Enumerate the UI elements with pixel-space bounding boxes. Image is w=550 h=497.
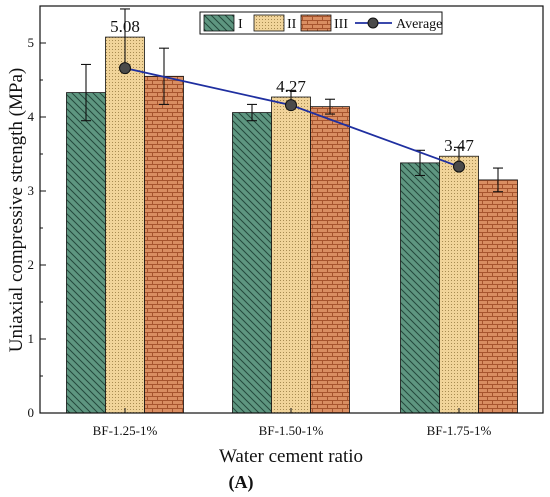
bar-i-2 <box>232 112 272 414</box>
x-axis-title: Water cement ratio <box>219 446 363 467</box>
data-label-2: 4.27 <box>276 77 306 96</box>
x-tick-label-3: BF-1.75-1% <box>427 423 492 438</box>
average-marker-3 <box>453 160 465 173</box>
bars-layer <box>66 36 518 414</box>
bar-iii-3 <box>478 179 518 414</box>
x-tick-label-1: BF-1.25-1% <box>93 423 158 438</box>
x-tick-label-2: BF-1.50-1% <box>259 423 324 438</box>
legend-swatch-iii <box>300 14 332 32</box>
bar-i-3 <box>400 162 440 414</box>
average-marker-1 <box>119 62 131 75</box>
error-bar-i-1 <box>81 63 91 122</box>
y-tick-label-4: 4 <box>28 109 35 124</box>
legend-swatch-i <box>203 14 235 32</box>
error-bar-iii-2 <box>325 98 335 115</box>
bar-ii-2 <box>271 96 311 414</box>
y-tick-label-1: 1 <box>28 331 35 346</box>
bar-i-1 <box>66 92 106 414</box>
average-marker-2 <box>285 99 297 112</box>
legend-label-average: Average <box>396 17 442 32</box>
y-tick-label-5: 5 <box>28 35 35 50</box>
data-label-1: 5.08 <box>110 17 140 36</box>
error-bar-iii-3 <box>493 167 503 193</box>
bar-iii-1 <box>144 75 184 414</box>
legend-label-iii: III <box>334 17 348 32</box>
panel-label: (A) <box>229 472 254 493</box>
y-tick-label-2: 2 <box>28 257 35 272</box>
bar-ii-3 <box>439 155 479 414</box>
average-line-layer <box>119 62 465 173</box>
data-labels-layer: 5.08 4.27 3.47 <box>110 17 474 155</box>
axes-layer: 0 1 2 3 4 5 BF-1.25-1% BF-1.50-1% BF-1.75-1% <box>28 35 492 438</box>
legend-label-i: I <box>238 17 243 32</box>
bar-iii-2 <box>310 106 350 414</box>
legend-label-ii: II <box>287 17 297 32</box>
error-bar-i-2 <box>247 103 257 122</box>
legend: I II III Average <box>199 11 443 35</box>
y-tick-label-3: 3 <box>28 183 35 198</box>
y-tick-label-0: 0 <box>28 405 35 420</box>
legend-average-marker <box>367 17 379 29</box>
legend-swatch-ii <box>253 14 285 32</box>
bar-ii-1 <box>105 36 145 414</box>
data-label-3: 3.47 <box>444 136 474 155</box>
y-axis-title: Uniaxial compressive strength (MPa) <box>6 68 27 352</box>
